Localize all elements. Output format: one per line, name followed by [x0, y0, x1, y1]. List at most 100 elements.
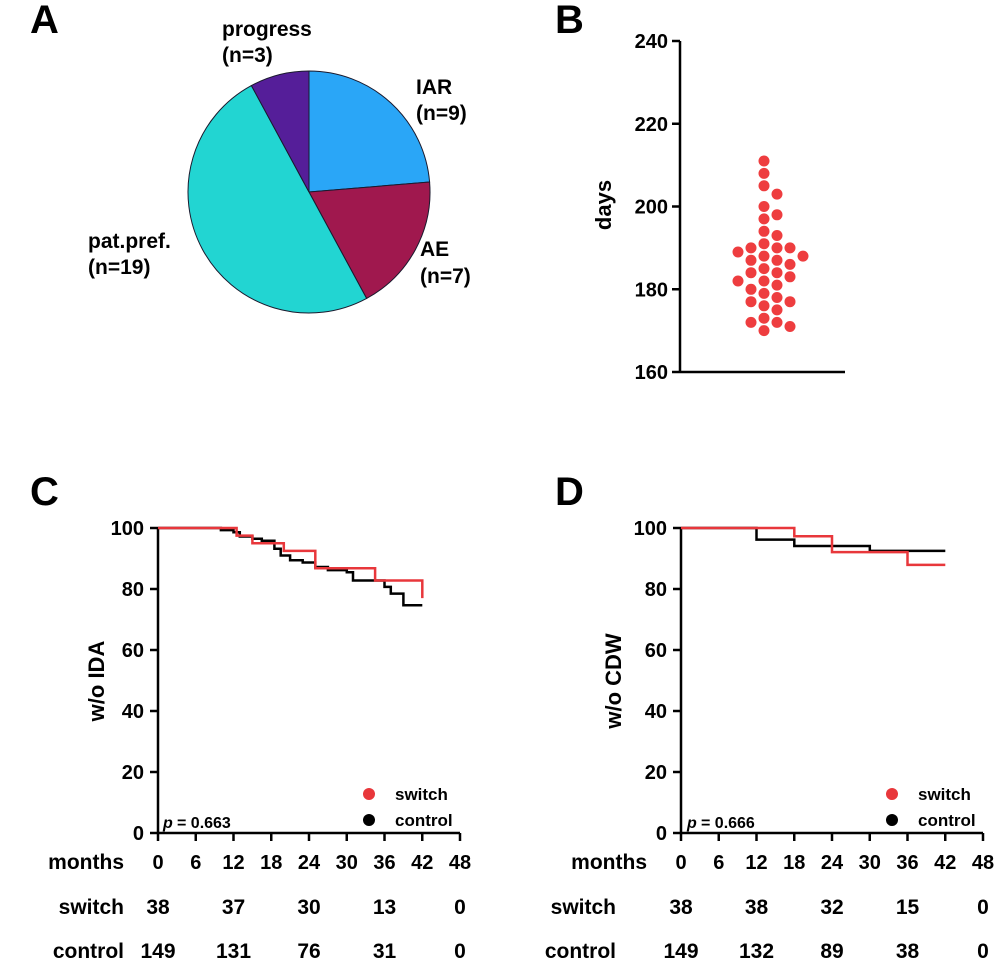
y-tick-label: 100: [111, 518, 144, 540]
dot-point: [784, 271, 796, 283]
survival-ida-y-axis-label: w/o IDA: [84, 641, 109, 723]
dot-point: [771, 254, 783, 266]
at-risk-switch-count: 38: [669, 896, 693, 919]
survival-cdw-p-value: = 0.666: [701, 815, 755, 832]
curve-control: [681, 526, 946, 553]
at-risk-switch-count: 0: [454, 896, 466, 919]
x-tick-label: 42: [934, 852, 956, 874]
survival-ida-p-label: p: [162, 815, 173, 832]
dot-point: [745, 316, 757, 328]
y-tick-label: 40: [645, 701, 667, 723]
dot-point: [758, 213, 770, 225]
dot-point: [745, 283, 757, 295]
at-risk-switch-count: 32: [820, 896, 843, 919]
legend-switch-label-c: switch: [395, 785, 448, 804]
at-risk-control-count: 149: [663, 940, 698, 963]
dot-plot-y-axis-label: days: [591, 180, 616, 230]
pie-count-patpref: (n=19): [88, 256, 150, 279]
pie-label-iar: IAR: [416, 76, 452, 99]
pie-slice-ae: [308, 181, 431, 300]
legend-switch-marker-c: [363, 788, 375, 800]
dot-point: [771, 230, 783, 241]
dot-point: [745, 267, 757, 279]
at-risk-control-label-d: control: [545, 940, 616, 963]
y-tick-label: 20: [645, 762, 667, 784]
at-risk-switch-count: 38: [745, 896, 769, 919]
dot-point: [758, 238, 770, 250]
curve-switch: [681, 526, 946, 567]
dot-point: [771, 188, 783, 200]
x-tick-label: 12: [745, 852, 767, 874]
dot-point: [745, 254, 757, 266]
at-risk-control-count: 89: [820, 940, 843, 963]
dot-plot-y-tick-label: 180: [635, 279, 668, 301]
panel-label-b: B: [555, 0, 584, 42]
dot-point: [758, 325, 770, 337]
dot-point: [771, 304, 783, 316]
dot-point: [771, 316, 783, 328]
at-risk-control-count: 149: [140, 940, 175, 963]
at-risk-switch-label-d: switch: [551, 896, 616, 919]
x-tick-label: 0: [152, 852, 163, 874]
x-tick-label: 18: [783, 852, 805, 874]
survival-chart-cdw: 0 20 40 60 80 100 0 6 12 18 24 30 36 42 48 w/o CDW p =…: [545, 518, 994, 963]
dot-plot-y-tick-label: 160: [635, 362, 668, 384]
at-risk-control-count: 0: [454, 940, 466, 963]
dot-point: [758, 287, 770, 299]
dot-plot: 160 180 200 220 240 days: [591, 31, 845, 384]
pie-label-ae: AE: [420, 238, 449, 261]
dot-point: [758, 201, 770, 212]
x-tick-label: 0: [675, 852, 686, 874]
x-tick-label: 24: [821, 852, 844, 874]
dot-plot-y-tick-label: 200: [635, 197, 668, 219]
y-tick-label: 0: [133, 823, 144, 845]
at-risk-switch-count: 15: [896, 896, 920, 919]
dot-point: [771, 279, 783, 291]
x-tick-label: 48: [972, 852, 994, 874]
y-tick-label: 20: [122, 762, 144, 784]
y-tick-label: 40: [122, 701, 144, 723]
y-tick-label: 60: [645, 640, 667, 662]
at-risk-switch-count: 0: [977, 896, 989, 919]
legend-switch-marker-d: [886, 788, 898, 800]
at-risk-switch-count: 13: [373, 896, 396, 919]
x-tick-label: 30: [859, 852, 881, 874]
x-tick-label: 12: [222, 852, 244, 874]
at-risk-switch-count: 37: [222, 896, 245, 919]
x-tick-label: 42: [411, 852, 433, 874]
y-tick-label: 0: [656, 823, 667, 845]
dot-point: [745, 242, 757, 254]
at-risk-control-count: 0: [977, 940, 989, 963]
pie-count-iar: (n=9): [416, 102, 467, 125]
dot-point: [784, 321, 796, 332]
dot-plot-y-tick-label: 220: [635, 114, 668, 136]
survival-cdw-y-axis-label: w/o CDW: [601, 633, 626, 730]
legend-control-label-d: control: [918, 811, 976, 830]
panel-label-a: A: [30, 0, 59, 42]
at-risk-months-label-c: months: [48, 851, 124, 874]
at-risk-control-count: 131: [216, 940, 251, 963]
dot-point: [784, 296, 796, 308]
dot-point: [758, 250, 770, 262]
at-risk-switch-count: 38: [146, 896, 170, 919]
panel-label-c: C: [30, 470, 59, 514]
x-tick-label: 48: [449, 852, 471, 874]
y-tick-label: 60: [122, 640, 144, 662]
survival-cdw-p-label: p: [686, 815, 697, 832]
dot-point: [732, 275, 744, 287]
pie-count-ae: (n=7): [420, 265, 471, 288]
dot-point: [758, 225, 770, 237]
legend-control-marker-d: [886, 814, 898, 826]
x-tick-label: 36: [896, 852, 918, 874]
curve-control: [158, 526, 423, 607]
y-tick-label: 80: [645, 579, 667, 601]
dot-point: [758, 300, 770, 312]
dot-plot-y-tick-label: 240: [635, 31, 668, 53]
dot-point: [758, 263, 770, 275]
curve-switch: [158, 526, 424, 599]
pie-chart: progress (n=3) IAR (n=9) AE (n=7) pat.pr…: [88, 18, 471, 314]
at-risk-control-count: 76: [297, 940, 320, 963]
x-tick-label: 6: [713, 852, 724, 874]
x-tick-label: 6: [190, 852, 201, 874]
